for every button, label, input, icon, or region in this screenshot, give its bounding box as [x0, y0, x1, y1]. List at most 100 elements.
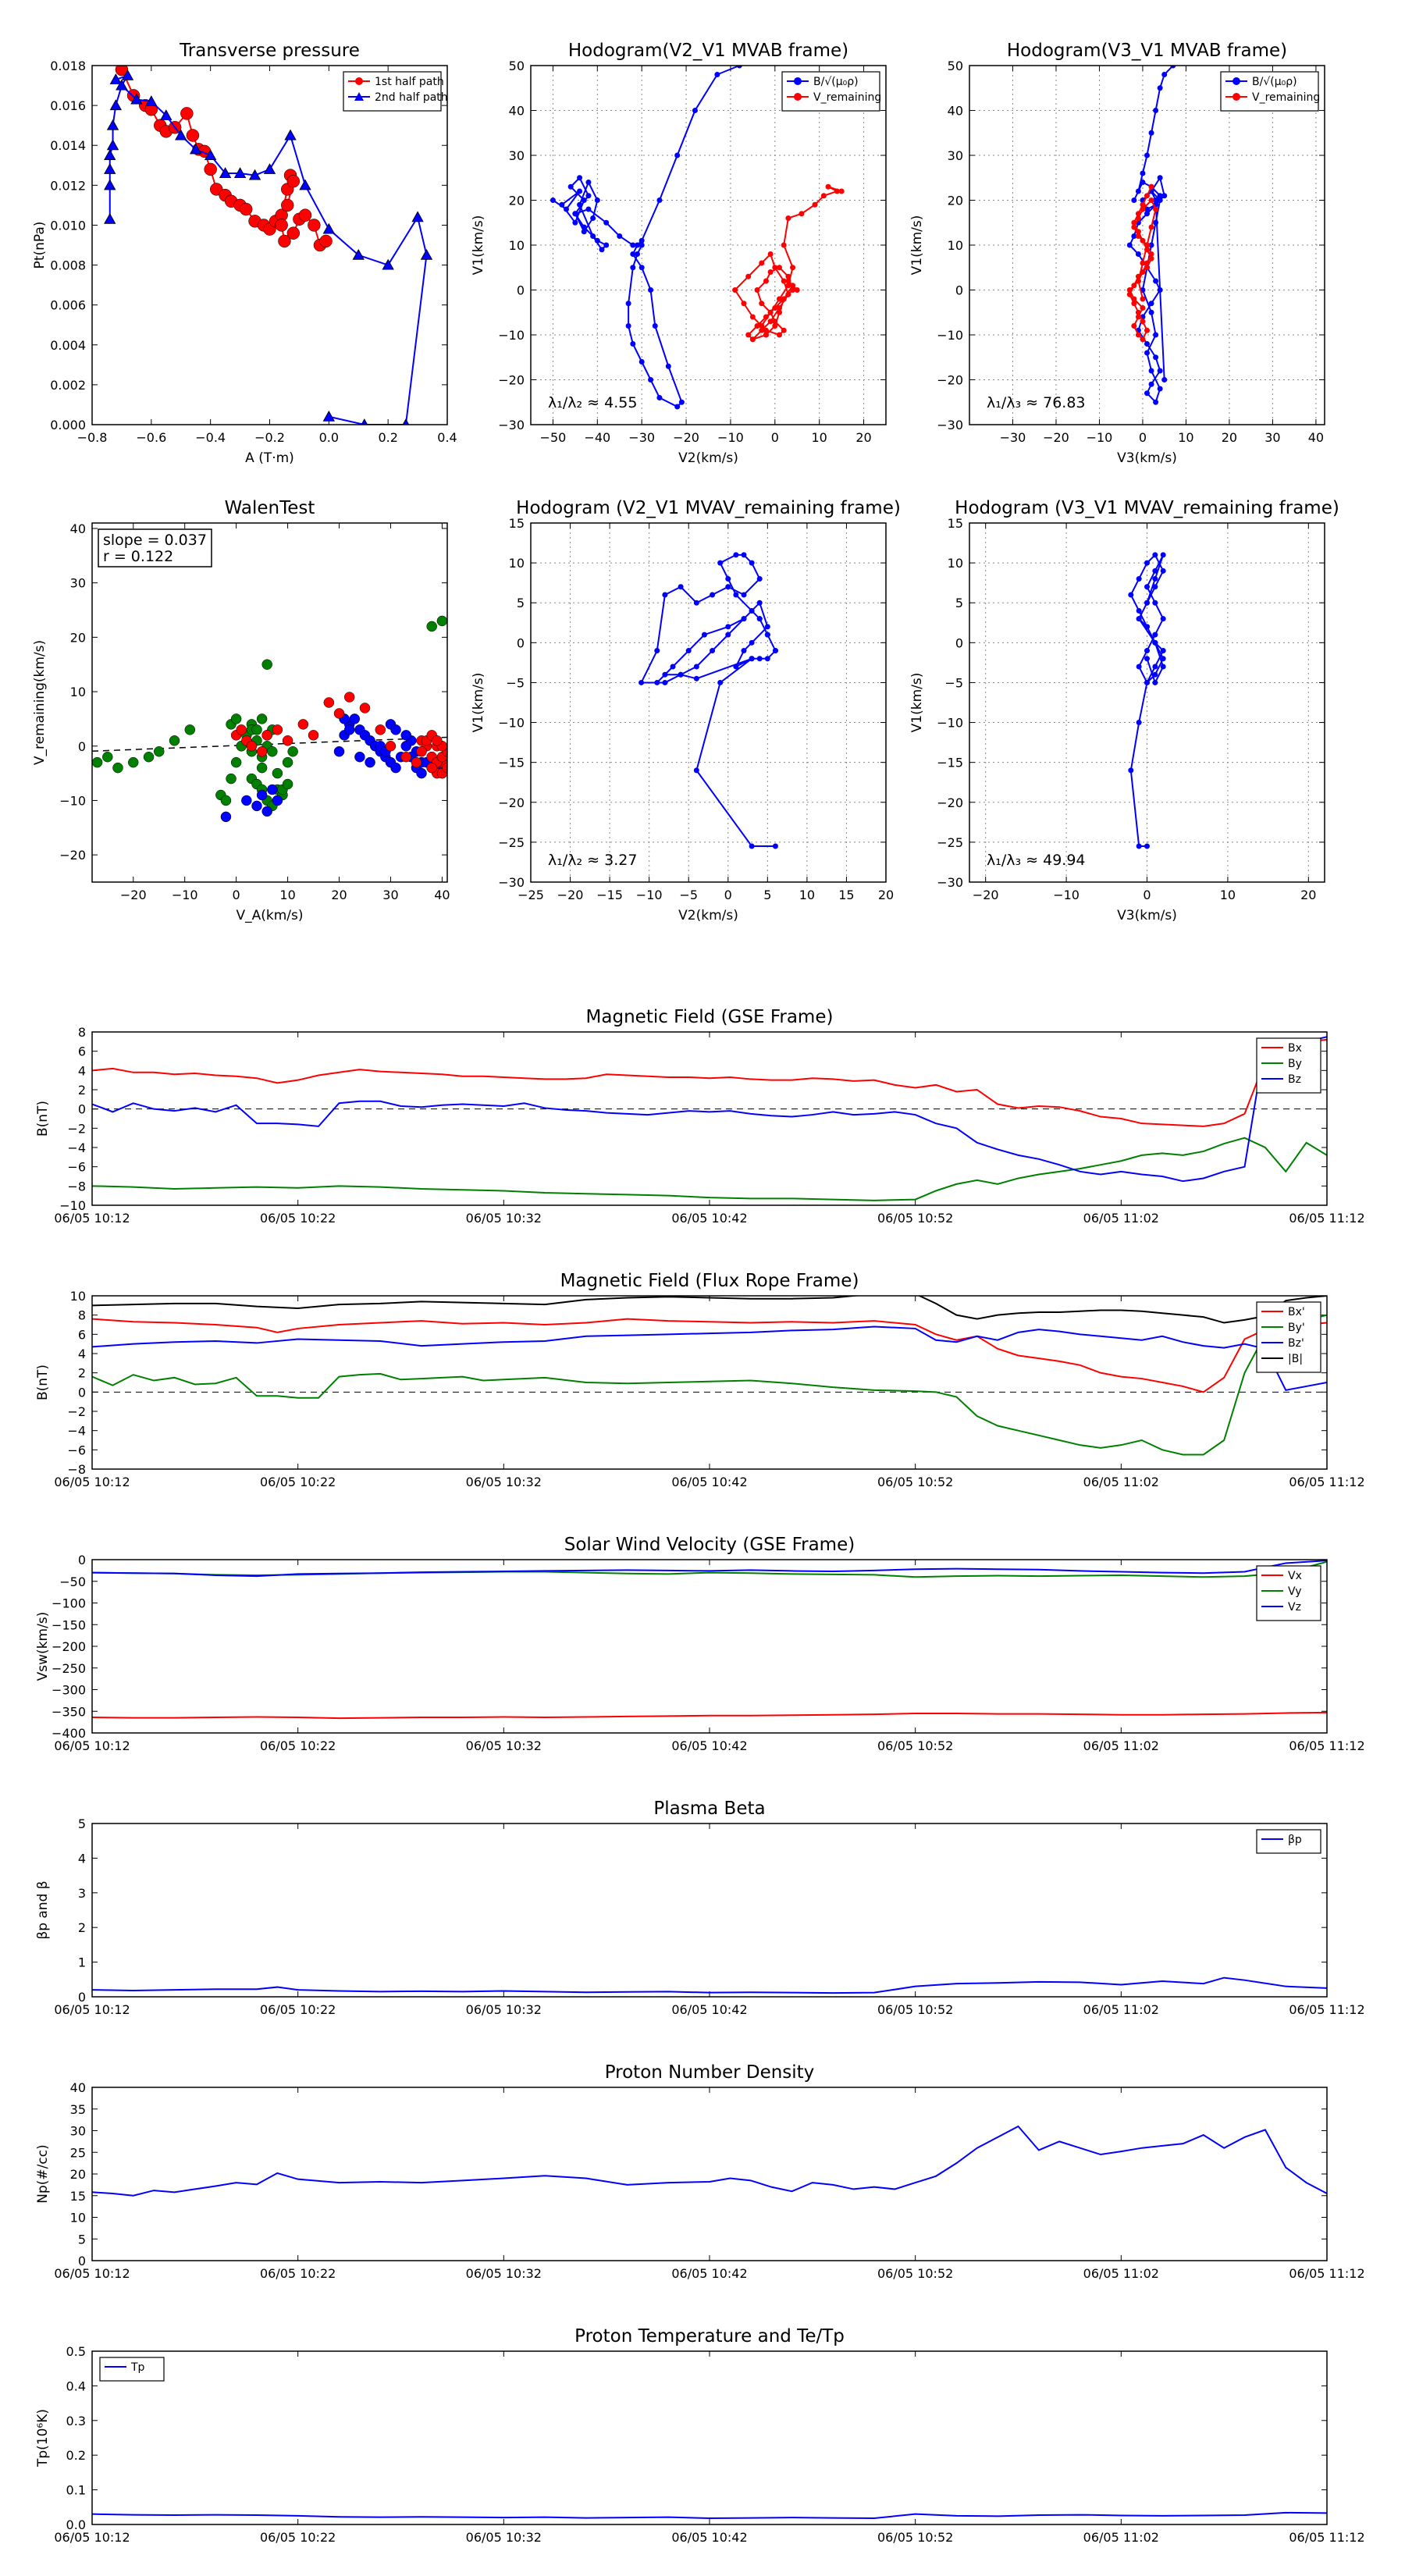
plot-area — [92, 1560, 1327, 1720]
data-point — [1152, 576, 1158, 582]
x-axis-label: V3(km/s) — [1117, 908, 1177, 923]
data-point — [104, 212, 116, 224]
data-point — [745, 332, 752, 338]
data-point — [1136, 664, 1142, 670]
legend-label: By — [1288, 1058, 1302, 1070]
x-tick-label: 10 — [1220, 888, 1236, 902]
data-point — [128, 756, 139, 768]
data-point — [256, 789, 268, 801]
data-point — [781, 278, 787, 284]
x-tick-label: 0.2 — [378, 430, 397, 445]
x-tick-label: 06/05 11:02 — [1083, 2530, 1159, 2545]
data-point — [352, 248, 365, 260]
data-point — [756, 576, 763, 582]
data-point — [272, 767, 283, 779]
plot-frame — [91, 2350, 1328, 2525]
data-point — [186, 129, 200, 142]
y-tick-label: 30 — [509, 148, 525, 163]
chart-title: Magnetic Field (Flux Rope Frame) — [560, 1271, 859, 1291]
y-tick-label: −5 — [944, 675, 963, 690]
data-point — [1126, 291, 1133, 297]
y-tick-label: 2 — [78, 1366, 86, 1381]
data-point — [1131, 323, 1137, 329]
y-axis-label: V_remaining(km/s) — [32, 640, 48, 765]
data-point — [638, 359, 645, 365]
data-point — [349, 713, 361, 724]
data-point — [1140, 318, 1146, 325]
data-point — [354, 751, 365, 763]
x-tick-label: 0 — [233, 888, 240, 902]
data-point — [648, 287, 654, 293]
series-line — [92, 1560, 1327, 1578]
x-tick-label: 06/05 10:32 — [466, 2530, 542, 2545]
y-tick-label: −150 — [52, 1617, 86, 1632]
y-tick-label: 2 — [78, 1920, 86, 1935]
x-axis-label: V2(km/s) — [678, 908, 738, 923]
y-axis-label: B(nT) — [35, 1101, 51, 1137]
data-point — [834, 188, 840, 194]
data-point — [772, 648, 778, 654]
y-tick-label: 6 — [78, 1044, 86, 1059]
data-point — [106, 139, 119, 151]
data-point — [1135, 215, 1141, 221]
data-point — [1152, 639, 1158, 646]
data-point — [1148, 242, 1154, 248]
x-tick-label: 10 — [812, 430, 827, 445]
data-point — [169, 735, 180, 746]
data-point — [777, 309, 782, 315]
legend-label: βp — [1288, 1834, 1302, 1846]
x-tick-label: −10 — [1053, 888, 1080, 902]
y-tick-label: 5 — [517, 596, 525, 610]
chart-title: Proton Temperature and Te/Tp — [574, 2326, 845, 2347]
legend-label: Bx — [1288, 1042, 1302, 1055]
chart-plasma-beta: Plasma Beta 06/05 10:12 06/05 10:22 06/05 1… — [35, 1799, 1365, 2017]
data-point — [220, 795, 232, 806]
data-point — [1144, 584, 1150, 590]
chart-title: Transverse pressure — [179, 41, 360, 61]
data-point — [603, 242, 610, 248]
data-point — [733, 664, 739, 670]
y-tick-label: 4 — [78, 1063, 86, 1078]
data-point — [256, 713, 268, 724]
data-point — [1161, 193, 1168, 199]
data-point — [1135, 251, 1141, 257]
chart-title: Solar Wind Velocity (GSE Frame) — [564, 1535, 855, 1555]
data-point — [603, 219, 610, 226]
data-point — [1144, 206, 1150, 212]
data-point — [794, 287, 800, 293]
data-point — [1140, 260, 1146, 266]
data-point — [741, 552, 747, 558]
data-point — [1144, 843, 1150, 849]
series-line — [92, 1560, 1327, 1578]
data-point — [365, 756, 375, 768]
y-tick-label: −4 — [67, 1424, 86, 1439]
x-tick-label: 06/05 11:02 — [1083, 2266, 1159, 2281]
x-tick-label: 06/05 10:42 — [671, 2266, 747, 2281]
x-tick-label: 0 — [1139, 430, 1147, 445]
legend-label: Vz — [1288, 1601, 1301, 1614]
data-point — [426, 621, 437, 632]
data-point — [662, 671, 668, 678]
data-point — [299, 179, 311, 190]
data-point — [322, 410, 336, 422]
data-point — [594, 237, 600, 244]
x-tick-label: −10 — [636, 888, 663, 902]
data-point — [654, 679, 660, 685]
x-tick-label: 06/05 10:42 — [671, 1738, 747, 1753]
data-point — [1131, 283, 1137, 289]
x-tick-label: 06/05 10:52 — [877, 2266, 953, 2281]
data-point — [749, 607, 755, 614]
chart-magnetic-field-gse: Magnetic Field (GSE Frame) 06/05 10:12 06/… — [35, 1007, 1365, 1226]
x-axis-label: V_A(km/s) — [236, 908, 303, 923]
x-tick-label: 20 — [878, 888, 894, 902]
legend-box — [1256, 1829, 1321, 1854]
y-axis-label: Pt(nPa) — [32, 222, 48, 269]
data-point — [772, 265, 778, 271]
y-tick-label: 0.5 — [66, 2344, 86, 2359]
data-point — [1135, 309, 1141, 315]
data-point — [781, 327, 787, 333]
legend-marker — [1232, 77, 1240, 85]
data-point — [385, 741, 397, 752]
x-tick-label: −30 — [1000, 430, 1026, 445]
data-point — [635, 251, 640, 257]
